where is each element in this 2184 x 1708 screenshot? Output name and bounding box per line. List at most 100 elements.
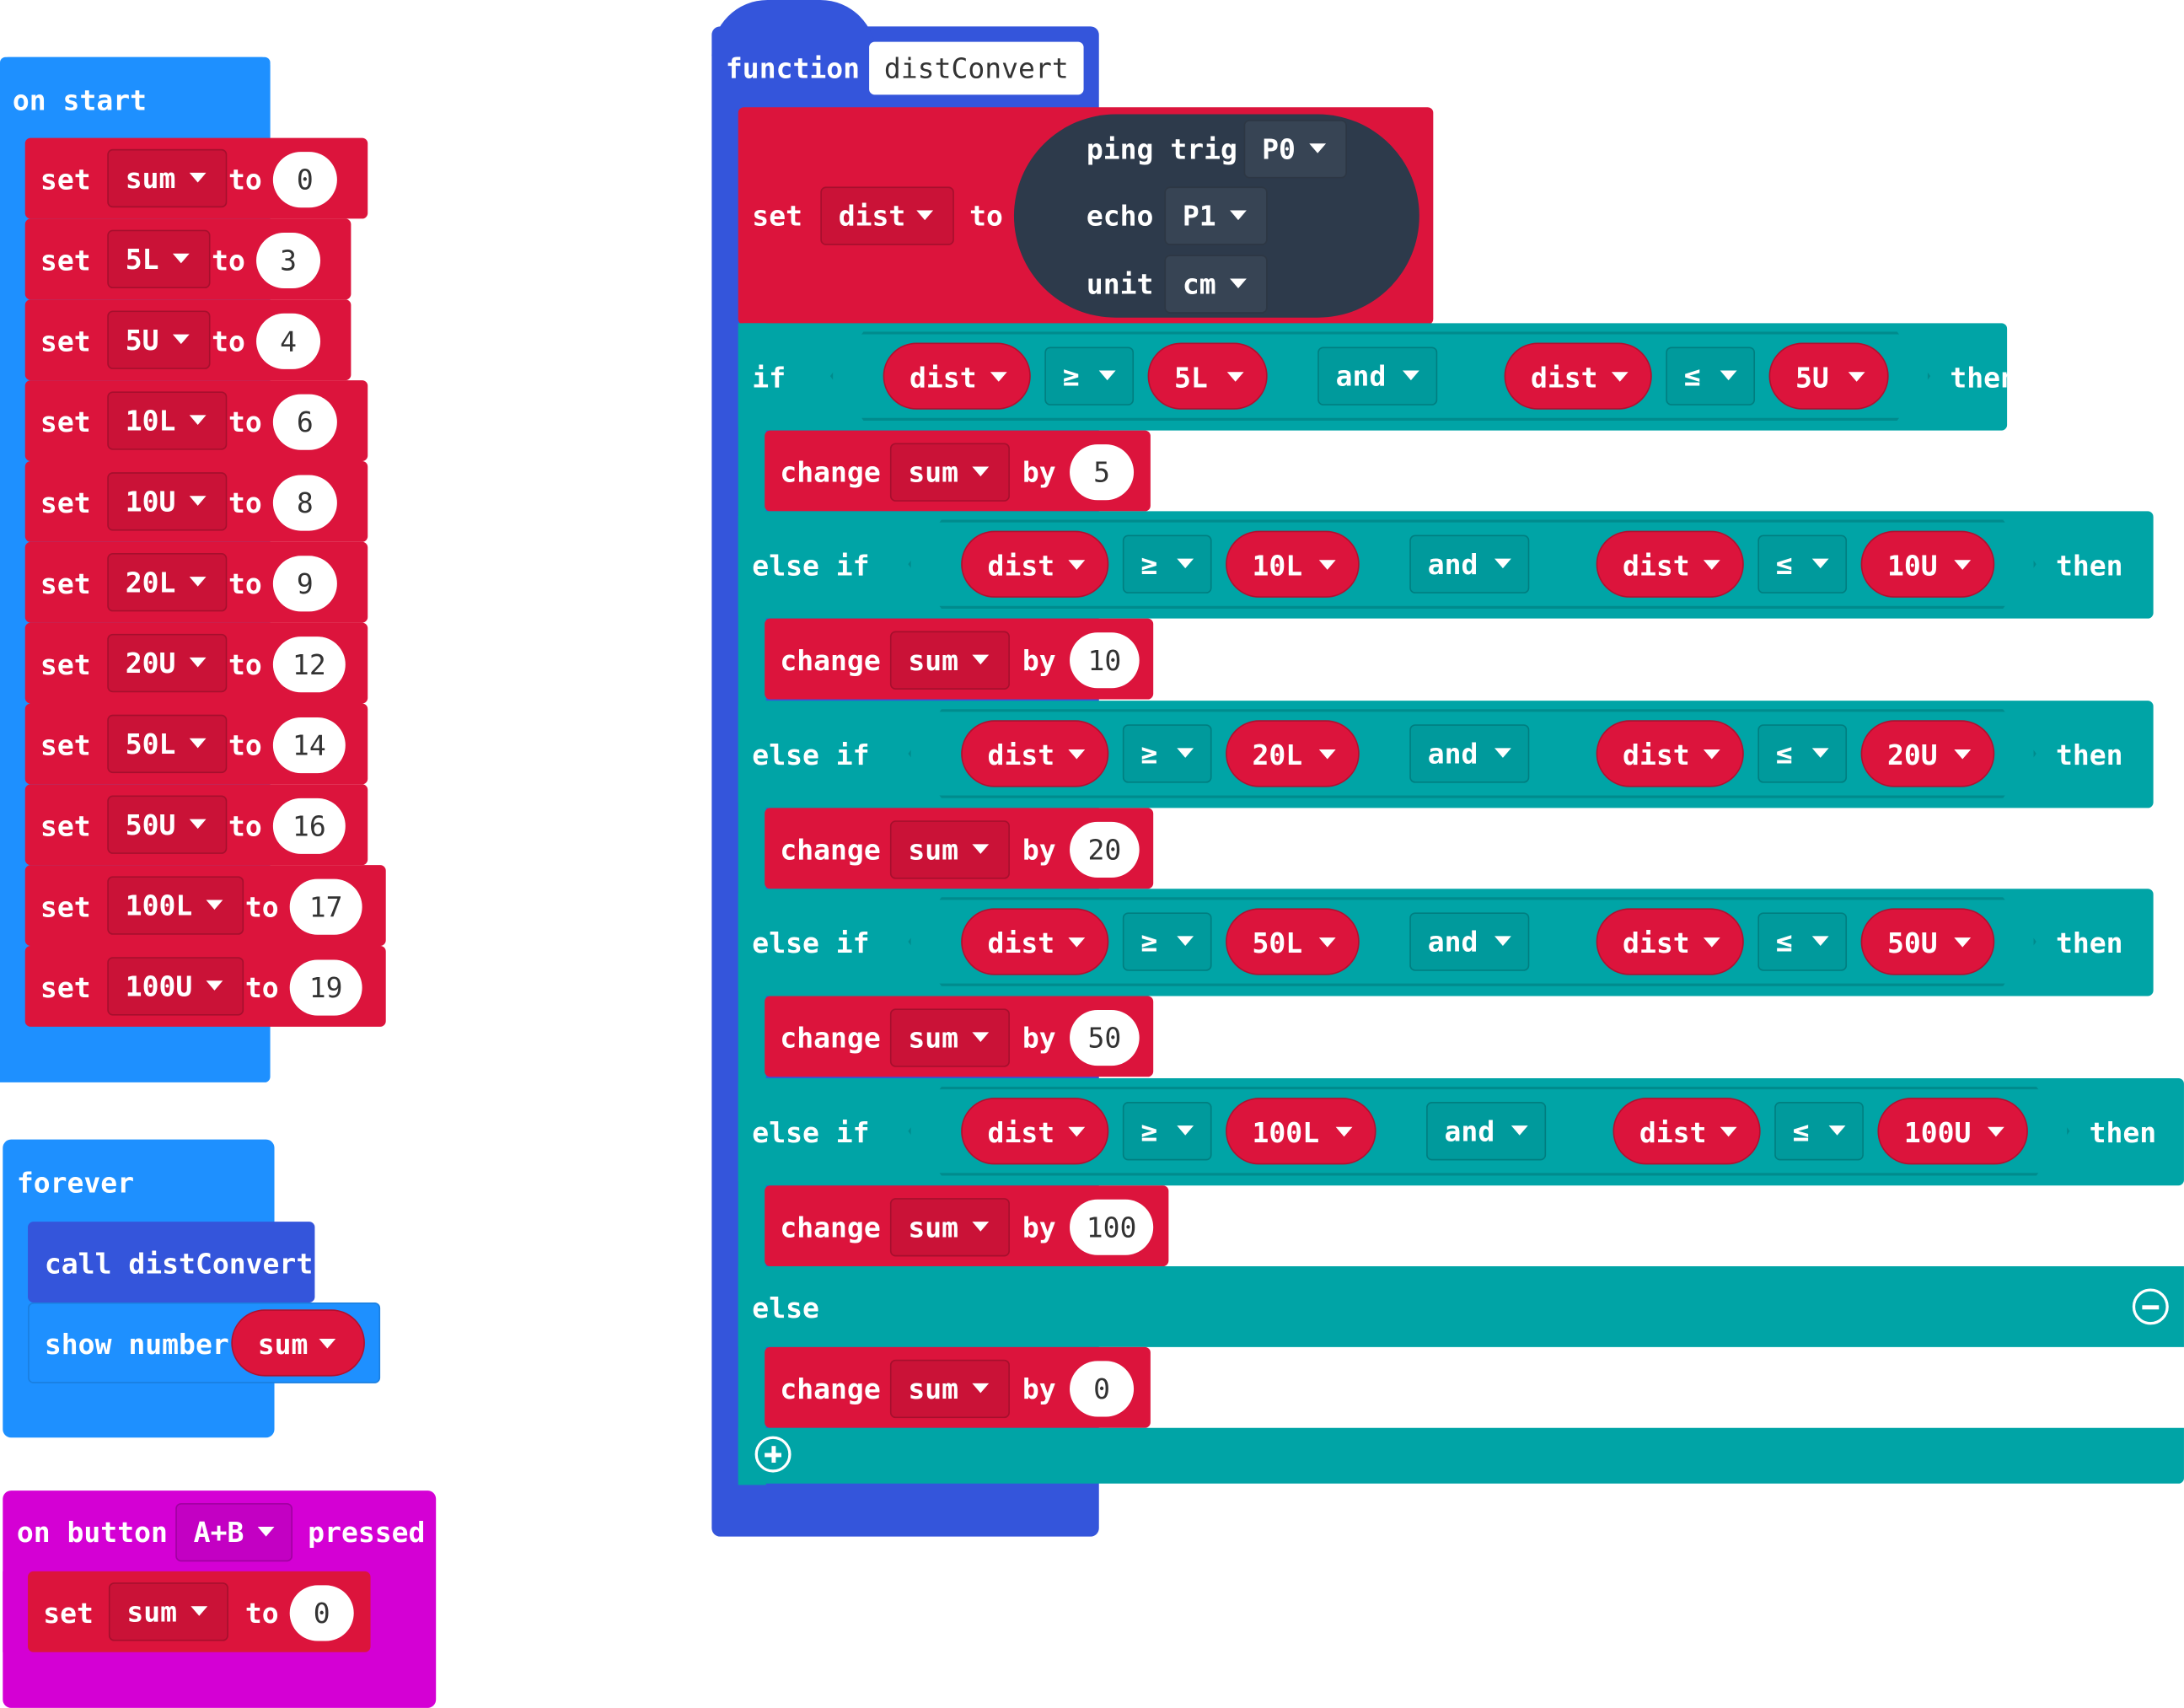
value-input[interactable]: 0 (289, 1585, 354, 1641)
trig-pin-dropdown[interactable]: P0 (1243, 120, 1347, 179)
high-var-dropdown[interactable]: 100U (1877, 1098, 2028, 1165)
compare-op-dropdown[interactable]: ≤ (1666, 346, 1756, 406)
var-dropdown[interactable]: 50L (107, 714, 228, 774)
plus-circle-icon[interactable] (754, 1436, 791, 1473)
and-condition-hexagon[interactable] (830, 331, 1930, 421)
high-var-dropdown[interactable]: 5U (1768, 342, 1889, 410)
button-select-text: A+B (193, 1515, 244, 1550)
value-input[interactable]: 0 (272, 152, 337, 208)
and-condition-hexagon[interactable] (908, 897, 2036, 986)
low-var-dropdown[interactable]: 20L (1226, 720, 1360, 787)
dist-var-dropdown[interactable]: dist (820, 186, 954, 245)
to-label: to (228, 809, 262, 843)
var-dropdown[interactable]: sum (889, 1198, 1010, 1257)
lhs-var-dropdown[interactable]: dist (961, 908, 1109, 975)
compare-op-dropdown[interactable]: ≥ (1122, 912, 1212, 971)
rhs-var-dropdown[interactable]: dist (1613, 1098, 1761, 1165)
compare-op-dropdown[interactable]: ≥ (1044, 346, 1135, 406)
amount-input[interactable]: 10 (1070, 632, 1140, 689)
low-var-dropdown[interactable]: 10L (1226, 530, 1360, 598)
rhs-var-dropdown[interactable]: dist (1596, 720, 1744, 787)
and-op-dropdown[interactable]: and (1409, 724, 1530, 783)
amount-input[interactable]: 0 (1070, 1361, 1135, 1417)
else-row[interactable] (738, 1266, 2184, 1347)
amount-input[interactable]: 50 (1070, 1009, 1140, 1066)
minus-circle-icon[interactable] (2132, 1288, 2169, 1325)
caret-down-icon (972, 654, 990, 665)
caret-down-icon (1177, 936, 1194, 946)
value-input[interactable]: 8 (272, 475, 337, 531)
compare-op-dropdown[interactable]: ≤ (1757, 534, 1848, 594)
and-op-dropdown[interactable]: and (1317, 346, 1438, 406)
low-var-dropdown[interactable]: 50L (1226, 908, 1360, 975)
lhs-var-dropdown[interactable]: dist (961, 530, 1109, 598)
compare-op-dropdown[interactable]: ≥ (1122, 534, 1212, 594)
caret-down-icon (172, 253, 190, 264)
rhs-var-dropdown[interactable]: dist (1596, 530, 1744, 598)
value-input[interactable]: 12 (272, 636, 346, 693)
rhs-var-dropdown[interactable]: dist (1504, 342, 1652, 410)
var-dropdown[interactable]: 5U (107, 310, 211, 369)
and-condition-hexagon[interactable] (908, 1087, 2069, 1176)
var-text: 50U (1887, 926, 1938, 960)
high-var-dropdown[interactable]: 50U (1860, 908, 1995, 975)
value-input[interactable]: 9 (272, 556, 337, 612)
and-op-dropdown[interactable]: and (1409, 912, 1530, 971)
var-dropdown[interactable]: sum (889, 820, 1010, 879)
minus-circle-icon[interactable] (2155, 547, 2184, 584)
var-dropdown[interactable]: sum (107, 148, 228, 208)
value-input[interactable]: 4 (256, 313, 321, 369)
var-dropdown[interactable]: 50U (107, 795, 228, 854)
var-text: 100U (1903, 1115, 1972, 1150)
function-name-field[interactable]: distConvert (869, 41, 1084, 95)
var-dropdown[interactable]: sum (889, 443, 1010, 502)
var-dropdown[interactable]: sum (889, 1359, 1010, 1419)
caret-down-icon (1811, 558, 1829, 569)
compare-op-dropdown[interactable]: ≥ (1122, 724, 1212, 783)
value-input[interactable]: 19 (289, 959, 362, 1016)
var-dropdown[interactable]: sum (108, 1582, 228, 1641)
unit-dropdown[interactable]: cm (1164, 255, 1268, 314)
minus-circle-icon[interactable] (2155, 737, 2184, 774)
var-dropdown[interactable]: 100L (107, 876, 244, 935)
and-condition-hexagon[interactable] (908, 519, 2036, 609)
lhs-var-dropdown[interactable]: dist (883, 342, 1031, 410)
amount-input[interactable]: 5 (1070, 444, 1135, 501)
minus-circle-icon[interactable] (2155, 925, 2184, 962)
amount-input[interactable]: 100 (1070, 1199, 1154, 1255)
button-select-dropdown[interactable]: A+B (175, 1502, 293, 1562)
amount-input[interactable]: 20 (1070, 821, 1140, 878)
var-dropdown[interactable]: 10L (107, 391, 228, 450)
var-dropdown[interactable]: 5L (107, 229, 211, 289)
echo-pin-dropdown[interactable]: P1 (1164, 186, 1268, 245)
rhs-var-dropdown[interactable]: dist (1596, 908, 1744, 975)
compare-op-dropdown[interactable]: ≤ (1757, 724, 1848, 783)
var-dropdown[interactable]: 10U (107, 472, 228, 531)
compare-op-dropdown[interactable]: ≤ (1757, 912, 1848, 971)
show-number-var-dropdown[interactable]: sum (231, 1309, 365, 1377)
high-var-dropdown[interactable]: 10U (1860, 530, 1995, 598)
value-input[interactable]: 6 (272, 394, 337, 450)
var-dropdown[interactable]: 100U (107, 957, 244, 1016)
var-dropdown[interactable]: sum (889, 631, 1010, 690)
compare-op-dropdown[interactable]: ≥ (1122, 1102, 1212, 1161)
low-var-dropdown[interactable]: 100L (1226, 1098, 1376, 1165)
low-var-dropdown[interactable]: 5L (1147, 342, 1268, 410)
var-text: sum (908, 455, 959, 489)
and-condition-hexagon[interactable] (908, 709, 2036, 798)
high-var-dropdown[interactable]: 20U (1860, 720, 1995, 787)
ping-block[interactable] (1013, 114, 1419, 318)
call-distconvert-block[interactable] (28, 1222, 315, 1302)
var-dropdown[interactable]: 20U (107, 633, 228, 693)
and-op-dropdown[interactable]: and (1409, 534, 1530, 594)
value-input[interactable]: 16 (272, 798, 346, 854)
var-dropdown[interactable]: 20L (107, 553, 228, 612)
lhs-var-dropdown[interactable]: dist (961, 720, 1109, 787)
value-input[interactable]: 14 (272, 717, 346, 774)
lhs-var-dropdown[interactable]: dist (961, 1098, 1109, 1165)
and-op-dropdown[interactable]: and (1426, 1102, 1547, 1161)
var-dropdown[interactable]: sum (889, 1008, 1010, 1067)
value-input[interactable]: 3 (256, 232, 321, 289)
value-input[interactable]: 17 (289, 878, 362, 935)
compare-op-dropdown[interactable]: ≤ (1774, 1102, 1864, 1161)
